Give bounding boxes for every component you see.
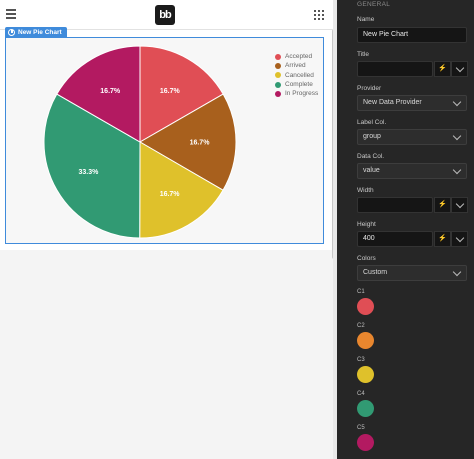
data-col-select[interactable]: value xyxy=(357,163,467,179)
width-input[interactable] xyxy=(357,197,433,213)
label-col-select[interactable]: group xyxy=(357,129,467,145)
legend-item[interactable]: Accepted xyxy=(275,52,333,61)
pie-slice-complete[interactable] xyxy=(43,93,141,239)
color-swatch-c4[interactable] xyxy=(357,400,374,417)
width-label: Width xyxy=(357,187,374,194)
pie-slice-cancelled[interactable] xyxy=(139,141,224,239)
legend-label: Cancelled xyxy=(285,71,314,79)
color-swatch-c2[interactable] xyxy=(357,332,374,349)
top-bar: bb xyxy=(0,0,333,30)
color-label-c1: C1 xyxy=(357,289,365,295)
label-col-label: Label Col. xyxy=(357,119,387,126)
legend-label: Arrived xyxy=(285,62,306,70)
legend-item[interactable]: Cancelled xyxy=(275,71,333,80)
section-title-general: GENERAL xyxy=(357,1,391,8)
legend-item[interactable]: Arrived xyxy=(275,61,333,70)
color-swatch-c3[interactable] xyxy=(357,366,374,383)
name-input[interactable]: New Pie Chart xyxy=(357,27,467,43)
height-input[interactable]: 400 xyxy=(357,231,433,247)
legend-swatch xyxy=(275,53,281,60)
chevron-down-icon[interactable] xyxy=(451,231,468,247)
provider-select[interactable]: New Data Provider xyxy=(357,95,467,111)
chevron-down-icon[interactable] xyxy=(451,197,468,213)
color-swatch-c5[interactable] xyxy=(357,434,374,451)
pie-slice-arrived[interactable] xyxy=(139,93,237,191)
lightning-icon[interactable]: ⚡ xyxy=(434,61,451,77)
menu-icon[interactable] xyxy=(6,9,16,19)
title-label: Title xyxy=(357,51,370,58)
lightning-icon[interactable]: ⚡ xyxy=(434,197,451,213)
pie-chart: 16.7% 16.7% 16.7% 33.3% 16.7% xyxy=(43,45,237,239)
pie-slice-accepted[interactable] xyxy=(139,45,224,143)
legend-swatch xyxy=(275,62,281,69)
height-label: Height xyxy=(357,221,376,228)
provider-label: Provider xyxy=(357,85,382,92)
color-label-c3: C3 xyxy=(357,357,365,363)
legend-swatch xyxy=(275,81,281,88)
legend-label: Complete xyxy=(285,81,313,89)
color-label-c2: C2 xyxy=(357,323,365,329)
slice-data-label: 16.7% xyxy=(190,140,211,147)
color-label-c4: C4 xyxy=(357,391,365,397)
colors-label: Colors xyxy=(357,255,376,262)
info-icon xyxy=(8,29,15,36)
legend-label: Accepted xyxy=(285,53,313,61)
colors-select[interactable]: Custom xyxy=(357,265,467,281)
apps-grid-icon[interactable] xyxy=(314,10,324,20)
slice-data-label: 16.7% xyxy=(160,88,181,95)
legend-swatch xyxy=(275,90,281,97)
canvas-scrollbar[interactable] xyxy=(332,30,333,259)
chart-legend: Accepted Arrived Cancelled Complete In Progr… xyxy=(275,52,333,98)
page-empty-area xyxy=(0,250,333,459)
legend-label: In Progress xyxy=(285,90,319,98)
legend-swatch xyxy=(275,72,281,79)
legend-item[interactable]: Complete xyxy=(275,80,333,89)
chevron-down-icon[interactable] xyxy=(451,61,468,77)
lightning-icon[interactable]: ⚡ xyxy=(434,231,451,247)
component-tag[interactable]: New Pie Chart xyxy=(5,27,67,38)
legend-item[interactable]: In Progress xyxy=(275,89,333,98)
slice-data-label: 33.3% xyxy=(78,169,99,176)
pie-slice-in-progress[interactable] xyxy=(56,45,141,143)
builder-canvas: bb New Pie Chart 16.7% 16.7% 16.7% 33.3% 16.… xyxy=(0,0,333,459)
slice-data-label: 16.7% xyxy=(100,88,121,95)
app-logo: bb xyxy=(155,5,175,25)
name-label: Name xyxy=(357,16,375,23)
data-col-label: Data Col. xyxy=(357,153,385,160)
slice-data-label: 16.7% xyxy=(160,191,181,198)
color-label-c5: C5 xyxy=(357,425,365,431)
component-tag-label: New Pie Chart xyxy=(18,29,62,36)
color-swatch-c1[interactable] xyxy=(357,298,374,315)
title-input[interactable] xyxy=(357,61,433,77)
